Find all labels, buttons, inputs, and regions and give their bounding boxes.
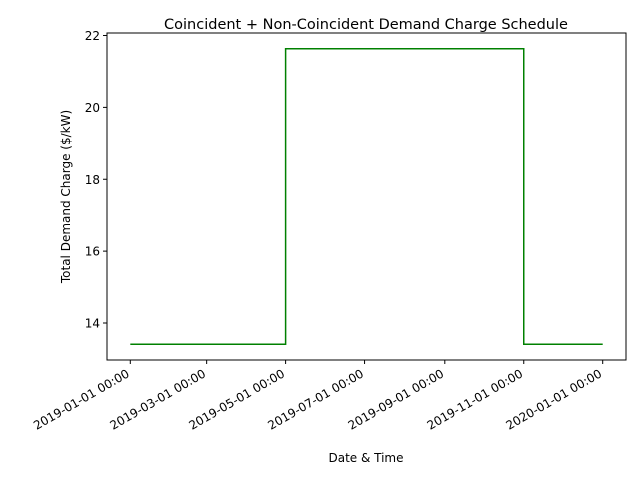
chart-title: Coincident + Non-Coincident Demand Charg… bbox=[164, 17, 568, 33]
x-axis-label: Date & Time bbox=[328, 451, 403, 465]
y-tick-label: 20 bbox=[85, 101, 100, 115]
y-axis-label: Total Demand Charge ($/kW) bbox=[59, 110, 73, 284]
plot-area bbox=[106, 32, 627, 361]
y-tick-label: 16 bbox=[85, 245, 100, 259]
y-tick-label: 18 bbox=[85, 173, 100, 187]
y-tick-label: 14 bbox=[85, 316, 100, 330]
series-line-0 bbox=[130, 48, 603, 345]
y-tick-label: 22 bbox=[85, 29, 100, 43]
series-layer bbox=[130, 48, 603, 345]
y-axis: 14 16 18 20 22 bbox=[85, 29, 107, 330]
